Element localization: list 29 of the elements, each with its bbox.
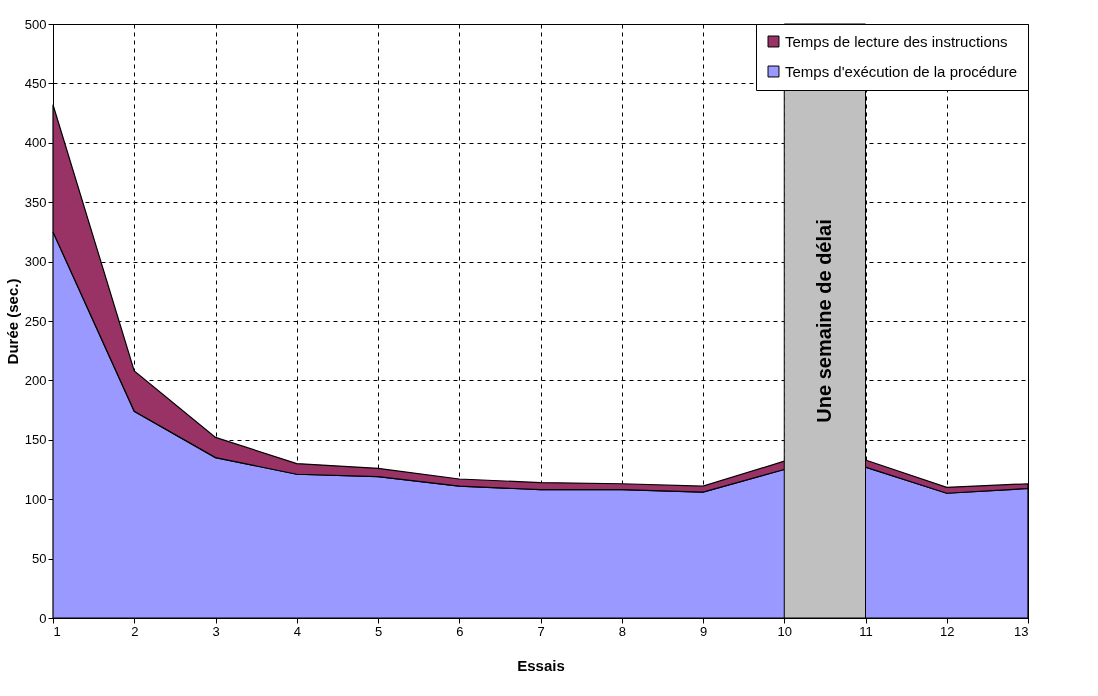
band-label: Une semaine de délai: [812, 219, 835, 423]
y-tick-label: 250: [24, 313, 47, 329]
y-tick-label: 500: [24, 16, 47, 32]
legend-label: Temps de lecture des instructions: [785, 32, 1008, 50]
y-tick-label: 200: [24, 372, 47, 388]
x-tick-label: 6: [456, 623, 464, 639]
x-tick-label: 5: [374, 623, 383, 639]
x-tick-label: 12: [940, 623, 955, 639]
y-tick-label: 0: [39, 610, 47, 626]
x-tick-label: 2: [131, 623, 139, 639]
x-tick-label: 3: [212, 623, 220, 639]
y-tick-label: 100: [24, 491, 47, 507]
x-tick-label: 11: [859, 623, 873, 639]
x-tick-label: 1: [53, 623, 61, 639]
x-tick-label: 8: [618, 623, 626, 639]
y-tick-label: 300: [24, 254, 47, 270]
x-tick-label: 7: [537, 623, 545, 639]
y-tick-label: 350: [24, 194, 47, 210]
y-tick-label: 450: [24, 75, 47, 91]
y-tick-label: 150: [24, 432, 47, 448]
x-tick-label: 9: [699, 623, 708, 639]
y-tick-label: 400: [24, 135, 47, 151]
y-axis-title: Durée (sec.): [3, 278, 21, 365]
y-tick-label: 50: [32, 551, 47, 567]
legend-label: Temps d'exécution de la procédure: [785, 62, 1018, 80]
x-tick-label: 13: [1014, 623, 1029, 639]
x-axis-title: Essais: [517, 656, 565, 674]
x-tick-label: 10: [777, 623, 792, 639]
x-tick-label: 4: [293, 623, 301, 639]
